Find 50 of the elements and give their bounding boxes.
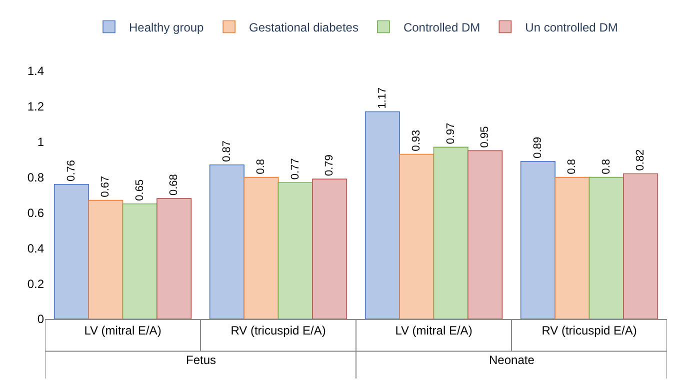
data-label: 0.65	[134, 179, 146, 201]
x-tick-label: LV (mitral E/A)	[84, 323, 162, 338]
bar	[588, 176, 624, 319]
data-label: 0.82	[634, 149, 647, 171]
text: Neonate	[489, 353, 535, 367]
y-tick-label: 0.8	[27, 170, 44, 184]
data-label: 1.17	[376, 87, 388, 109]
legend-label: Gestational diabetes	[249, 20, 358, 34]
legend-label: Healthy group	[129, 20, 204, 34]
legend-label: Controlled DM	[403, 20, 480, 34]
bar	[244, 176, 279, 319]
data-label: 0.8	[600, 158, 612, 174]
data-label: 0.89	[532, 136, 544, 158]
data-label: 0.87	[220, 140, 233, 162]
bar	[364, 111, 400, 319]
bar	[278, 182, 313, 319]
x-tick-label: LV (mitral E/A)	[395, 323, 472, 338]
data-label: 0.67	[100, 176, 112, 198]
y-tick-label: 1.2	[27, 100, 44, 114]
data-label: 0.95	[479, 126, 492, 148]
text: Fetus	[186, 353, 216, 367]
y-tick-label: 0.6	[27, 206, 44, 220]
bar	[209, 164, 244, 319]
legend-label: Un controlled DM	[525, 20, 618, 34]
data-label: 0.68	[168, 174, 180, 196]
bar	[623, 173, 658, 319]
y-tick-label: 0.2	[27, 276, 44, 291]
bar	[554, 176, 590, 319]
bar	[520, 160, 556, 319]
data-label: 0.77	[289, 158, 302, 180]
bar	[88, 200, 124, 319]
bar	[122, 203, 158, 319]
bar	[312, 178, 348, 319]
y-tick-label: 1	[37, 135, 44, 150]
data-label: 0.79	[324, 154, 336, 176]
data-label: 0.8	[566, 158, 578, 174]
data-label: 0.97	[444, 122, 457, 144]
y-tick-label: 1.4	[27, 64, 44, 78]
bar	[54, 184, 89, 319]
y-tick-label: 0.4	[27, 241, 44, 256]
bar	[156, 198, 192, 319]
data-label: 0.8	[255, 158, 268, 174]
bar	[399, 154, 434, 319]
x-tick-label: RV (tricuspid E/A)	[542, 323, 637, 338]
bar	[433, 146, 468, 319]
data-label: 0.93	[410, 130, 423, 152]
y-tick-label: 0	[37, 312, 44, 326]
x-tick-label: RV (tricuspid E/A)	[230, 323, 326, 338]
bar	[468, 150, 503, 319]
data-label: 0.76	[65, 160, 78, 182]
